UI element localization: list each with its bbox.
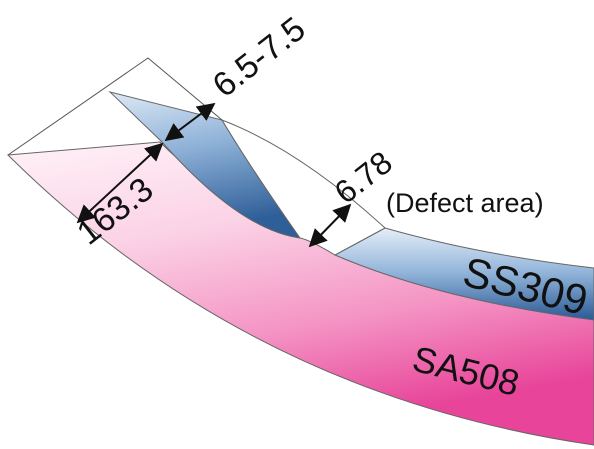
clad-thickness-label: 6.5-7.5 bbox=[206, 10, 313, 105]
defect-area-note: (Defect area) bbox=[386, 188, 544, 218]
clad-thickness-arrow bbox=[164, 102, 216, 142]
cladding-region-right bbox=[333, 227, 594, 321]
original-outline bbox=[7, 57, 223, 156]
base-thickness-arrow bbox=[76, 142, 164, 224]
defect-thickness-arrow bbox=[308, 203, 352, 248]
